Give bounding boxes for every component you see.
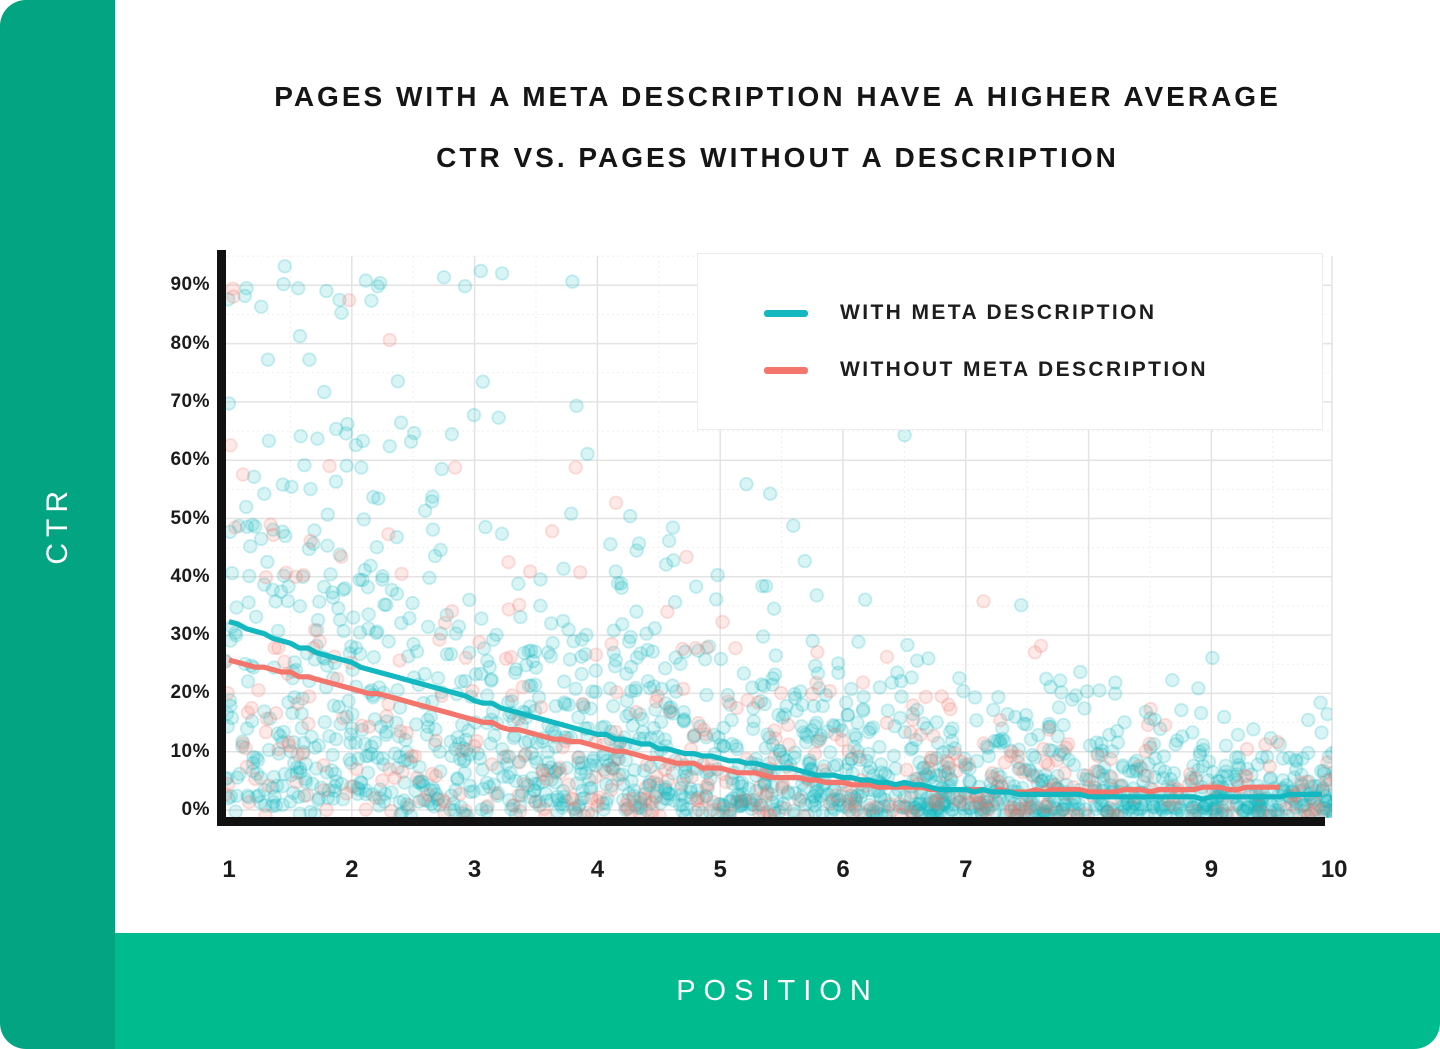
y-tick-label: 20%: [170, 682, 210, 704]
x-axis-title-bar: POSITION: [115, 933, 1440, 1049]
y-tick-label: 90%: [170, 274, 210, 296]
y-tick-label: 40%: [170, 565, 210, 587]
legend-item-without-meta: WITHOUT META DESCRIPTION: [764, 358, 1322, 382]
legend-label-with-meta: WITH META DESCRIPTION: [840, 301, 1157, 324]
legend-swatch-without-meta: [764, 366, 808, 374]
y-axis-title-bar: CTR: [0, 0, 115, 1049]
scatter-points: [226, 259, 1332, 818]
y-tick-label: 30%: [170, 624, 210, 646]
x-tick-label: 3: [467, 856, 482, 883]
y-tick-label: 10%: [170, 740, 210, 762]
x-tick-label: 2: [345, 856, 359, 883]
x-tick-label: 5: [713, 856, 727, 883]
legend-item-with-meta: WITH META DESCRIPTION: [764, 301, 1322, 325]
legend: WITH META DESCRIPTION WITHOUT META DESCR…: [697, 253, 1323, 430]
x-tick-label: 6: [836, 856, 850, 883]
y-axis: [217, 250, 226, 826]
page-title: PAGES WITH A META DESCRIPTION HAVE A HIG…: [115, 66, 1440, 188]
x-tick-label: 1: [222, 856, 236, 883]
y-tick-label: 80%: [170, 332, 210, 354]
legend-swatch-with-meta: [764, 309, 808, 317]
trend-line-with-meta-description: [228, 619, 1322, 802]
y-tick-label: 70%: [170, 390, 210, 412]
trend-line-without-meta-description: [228, 657, 1281, 795]
x-tick-label: 9: [1204, 856, 1219, 883]
y-tick-label: 50%: [170, 507, 210, 529]
title-line-2: CTR VS. PAGES WITHOUT A DESCRIPTION: [436, 142, 1119, 173]
y-tick-label: 0%: [181, 799, 210, 820]
legend-label-without-meta: WITHOUT META DESCRIPTION: [840, 358, 1208, 381]
x-axis: [217, 817, 1325, 826]
x-tick-label: 4: [590, 856, 605, 883]
x-tick-label: 7: [959, 856, 973, 883]
x-tick-label: 10: [1320, 856, 1348, 883]
title-line-1: PAGES WITH A META DESCRIPTION HAVE A HIG…: [274, 81, 1281, 112]
y-tick-label: 60%: [170, 449, 210, 471]
x-axis-title: POSITION: [676, 974, 879, 1007]
x-tick-label: 8: [1081, 856, 1096, 883]
